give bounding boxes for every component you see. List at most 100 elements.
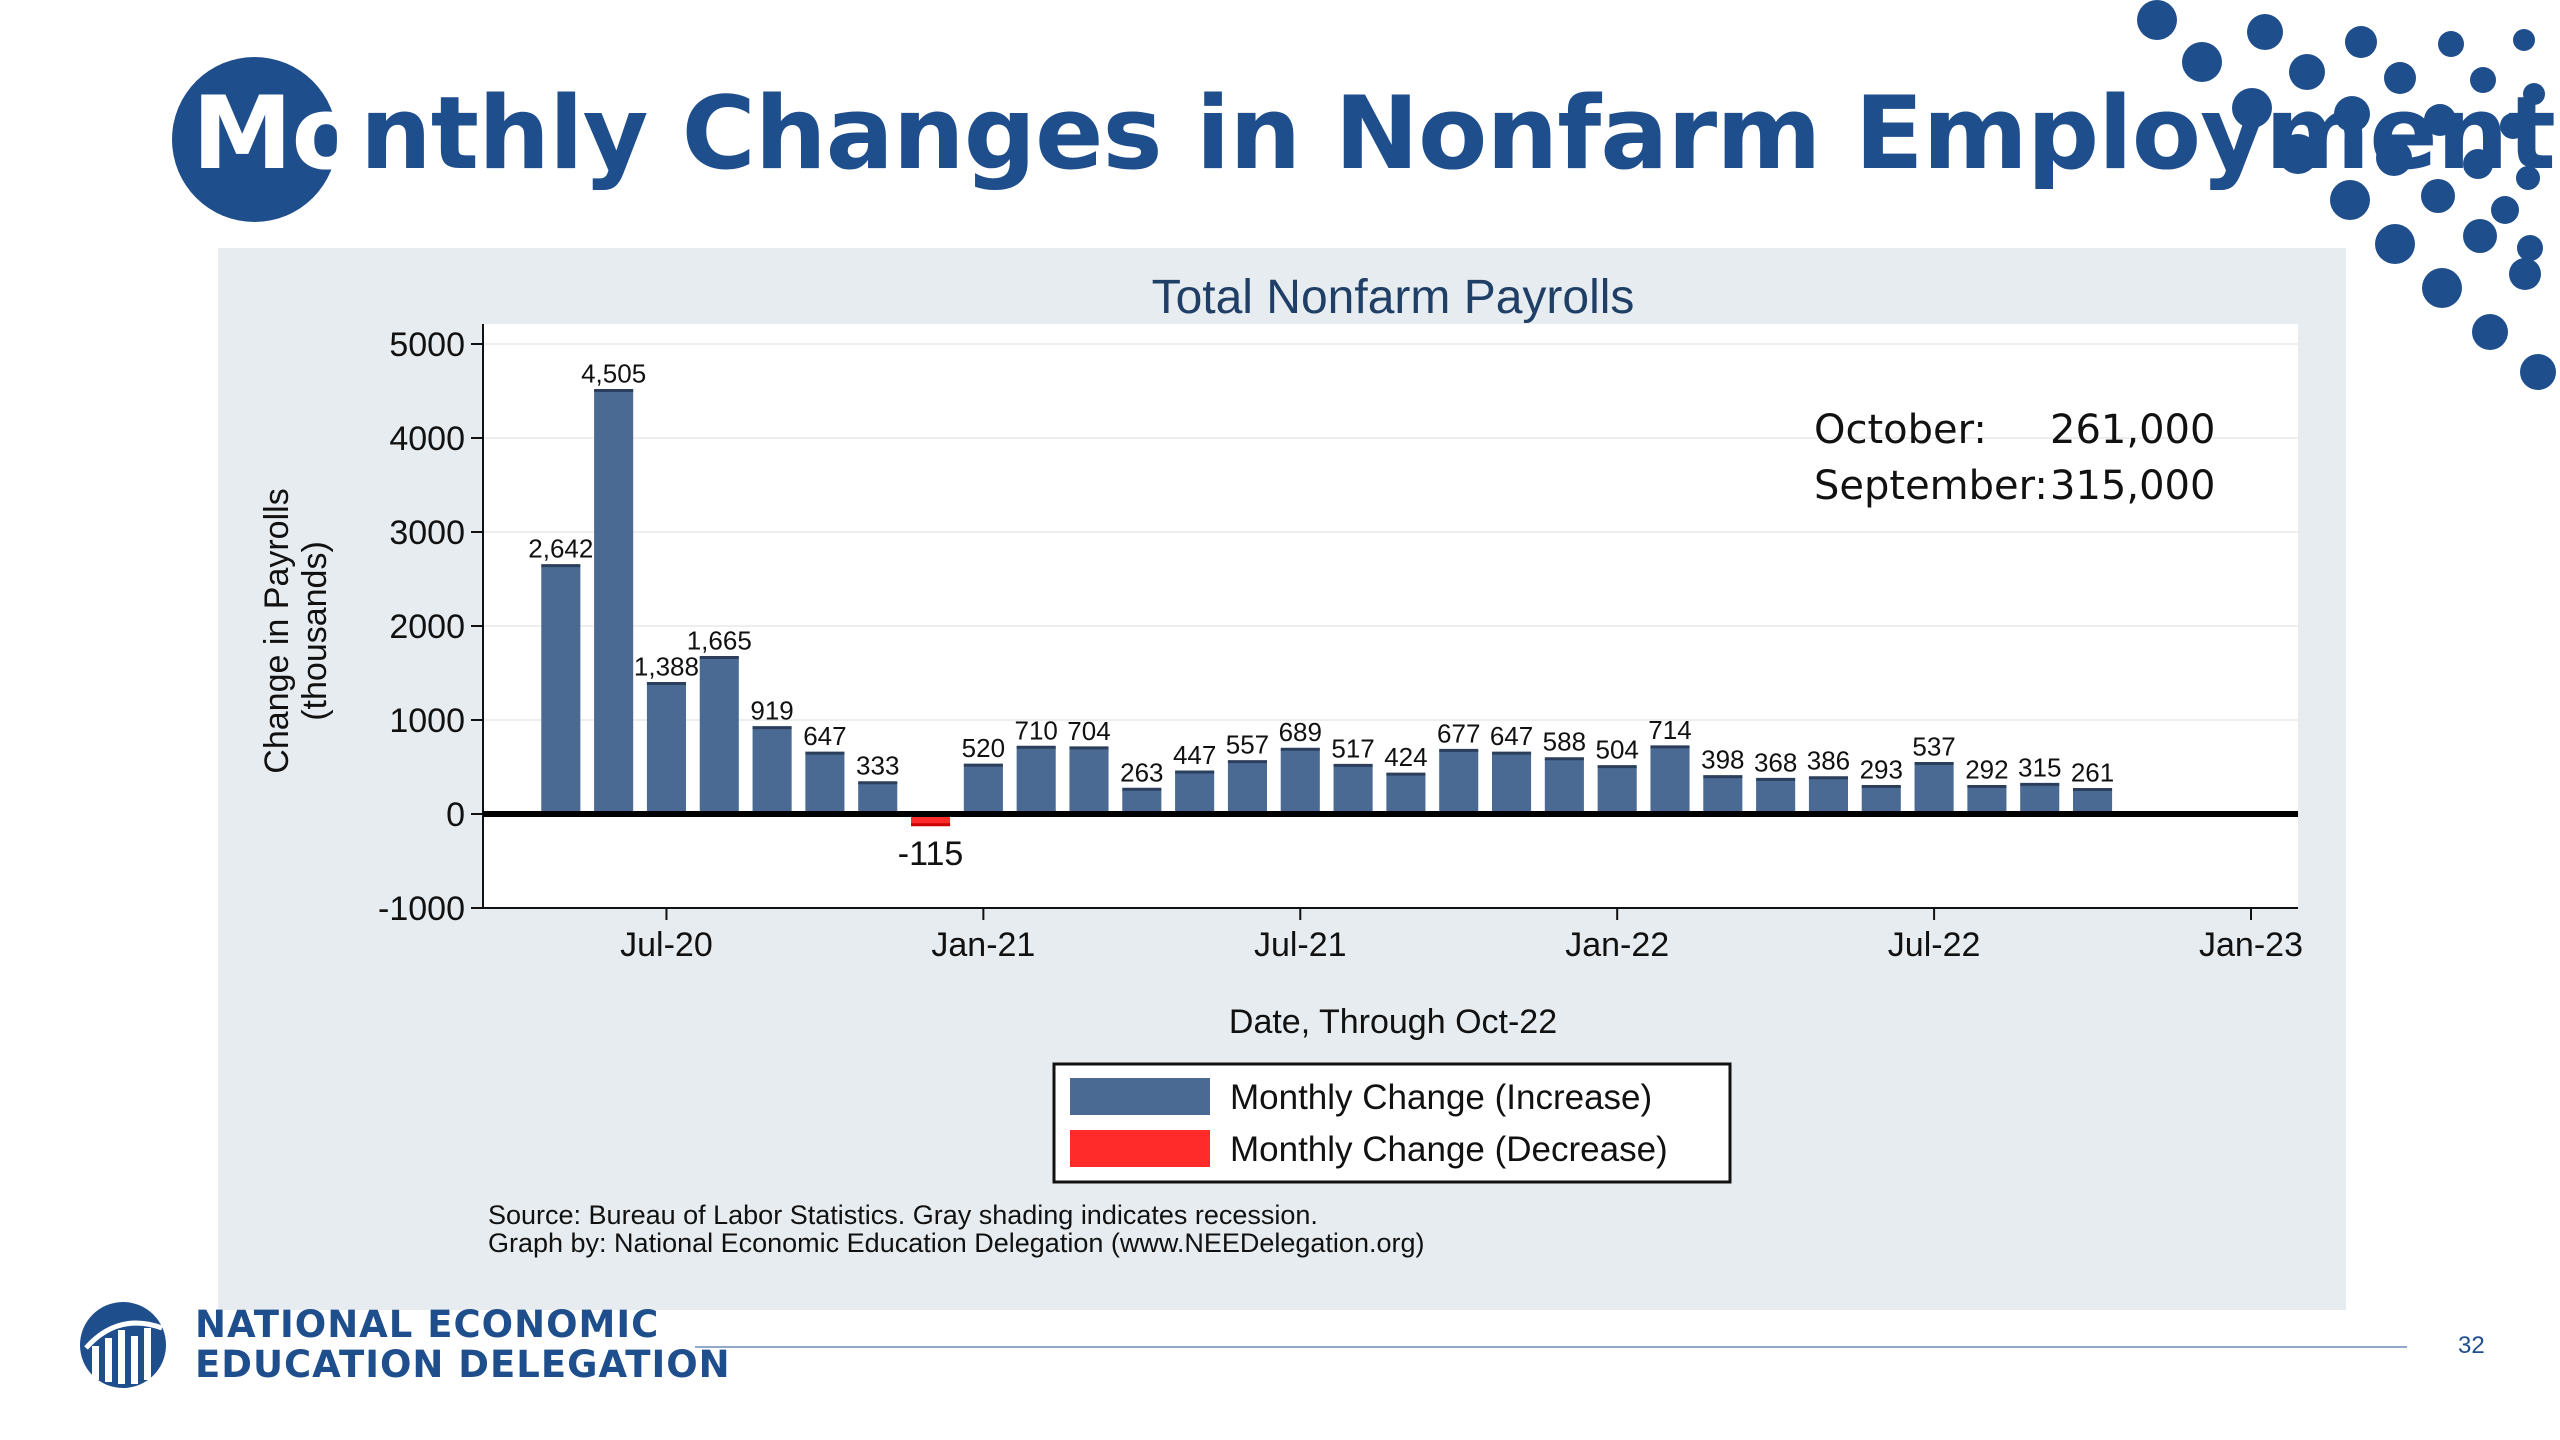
bar: [1333, 765, 1373, 814]
chart-panel: 2,642 4,505 1,388 1,665 919 647 333 -115 520 710 7…: [218, 248, 2346, 1310]
bar: [1492, 753, 1532, 814]
chart-legend: Monthly Change (Increase) Monthly Change…: [1052, 1062, 1732, 1184]
bar: [1016, 747, 1056, 814]
decor-dot: [2517, 235, 2543, 261]
bar-value-label: 333: [856, 751, 899, 781]
bar: [911, 814, 951, 825]
bar-value-label: 293: [1860, 754, 1903, 784]
bar: [1544, 758, 1584, 814]
x-tick-label: Jan-23: [2199, 926, 2303, 964]
bar-value-label: 504: [1595, 735, 1638, 765]
bar-value-label: 710: [1014, 715, 1057, 745]
bar: [594, 390, 634, 814]
org-name-line2: EDUCATION DELEGATION: [195, 1343, 731, 1386]
chart-title: Total Nonfarm Payrolls: [1152, 271, 1635, 324]
bar: [1069, 747, 1109, 814]
org-name-line1: NATIONAL ECONOMIC: [195, 1303, 660, 1346]
x-tick-label: Jul-22: [1888, 926, 1981, 964]
y-axis-label-line2: (thousands): [296, 541, 334, 721]
bar: [963, 765, 1003, 814]
legend-swatch-increase: [1070, 1078, 1210, 1115]
slide-title-rest: nthly Changes in Nonfarm Employment: [359, 74, 2556, 192]
decor-dot: [2422, 268, 2462, 308]
bar: [1386, 774, 1426, 814]
x-tick-label: Jan-21: [931, 926, 1035, 964]
bar: [1914, 763, 1954, 814]
bar-value-label: 315: [2018, 752, 2061, 782]
bar-value-label: 714: [1648, 715, 1691, 745]
annotation-september-value: 315,000: [2050, 463, 2215, 509]
bar-value-label: -115: [898, 835, 964, 873]
bar: [646, 683, 686, 814]
bar: [1597, 766, 1637, 814]
bar: [1703, 776, 1743, 814]
bar-value-label: 368: [1754, 747, 1797, 777]
y-tick-label: 4000: [389, 420, 465, 458]
annotation-september-label: September:: [1814, 463, 2048, 509]
bar: [699, 657, 739, 814]
decor-dot: [2491, 196, 2519, 224]
bar-value-label: 398: [1701, 745, 1744, 775]
bar-value-label: 677: [1437, 718, 1480, 748]
bar: [2073, 789, 2113, 814]
decor-dot: [2513, 29, 2535, 51]
footer-divider: [695, 1346, 2407, 1348]
y-tick-label: 3000: [389, 514, 465, 552]
decor-dot: [2509, 258, 2541, 290]
decor-dot: [2247, 14, 2283, 50]
bar: [1808, 777, 1848, 814]
bar-value-label: 424: [1384, 742, 1427, 772]
bar: [1650, 746, 1690, 814]
bar-value-label: 1,665: [687, 625, 752, 655]
bar-value-label: 292: [1965, 755, 2008, 785]
y-axis-label-line1: Change in Payrolls: [258, 488, 296, 773]
bar-value-label: 1,388: [634, 652, 699, 682]
x-axis-label: Date, Through Oct-22: [1229, 1003, 1557, 1041]
x-tick-label: Jan-22: [1565, 926, 1669, 964]
bar-value-label: 647: [803, 721, 846, 751]
annotation-box: October: 261,000 September: 315,000: [1814, 407, 2215, 509]
legend-swatch-decrease: [1070, 1130, 1210, 1167]
source-note: Source: Bureau of Labor Statistics. Gray…: [488, 1200, 1318, 1230]
org-name: NATIONAL ECONOMIC EDUCATION DELEGATION: [195, 1305, 731, 1385]
bar-value-label: 386: [1807, 746, 1850, 776]
bar-value-label: 588: [1543, 727, 1586, 757]
bar-value-label: 919: [750, 696, 793, 726]
bar-value-label: 537: [1912, 732, 1955, 762]
bar: [1122, 789, 1162, 814]
legend-label-decrease: Monthly Change (Decrease): [1230, 1130, 1668, 1169]
bar: [858, 782, 898, 814]
bar: [1967, 786, 2007, 814]
bar: [1227, 761, 1267, 814]
y-tick-label: -1000: [378, 890, 465, 928]
legend-label-increase: Monthly Change (Increase): [1230, 1078, 1652, 1117]
slide-title-first: Mo: [192, 74, 361, 192]
bar-value-label: 261: [2071, 757, 2114, 787]
bar-value-label: 517: [1331, 733, 1374, 763]
y-tick-label: 0: [446, 796, 465, 834]
y-tick-label: 2000: [389, 608, 465, 646]
decor-dot: [2463, 219, 2497, 253]
graph-credit-note: Graph by: National Economic Education De…: [488, 1228, 1424, 1258]
plot-area: [483, 324, 2298, 908]
title-circle-accent: [172, 57, 337, 222]
annotation-october-value: 261,000: [2050, 407, 2215, 453]
bar-value-label: 557: [1226, 730, 1269, 760]
decor-dot: [2520, 354, 2556, 390]
bar-value-label: 520: [962, 733, 1005, 763]
bar: [1756, 779, 1796, 814]
bar-value-label: 647: [1490, 721, 1533, 751]
x-tick-label: Jul-21: [1254, 926, 1347, 964]
slide-title: Monthly Changes in Nonfarm Employment: [192, 74, 2556, 192]
decor-dot: [2137, 0, 2177, 40]
bar: [1439, 750, 1479, 814]
annotation-october-label: October:: [1814, 407, 1987, 453]
decor-dot: [2375, 224, 2415, 264]
bar: [805, 753, 845, 814]
bar: [1280, 749, 1320, 814]
bar: [541, 565, 581, 814]
bar: [752, 727, 792, 814]
bar-value-label: 704: [1067, 716, 1110, 746]
bar-value-label: 4,505: [581, 359, 646, 389]
